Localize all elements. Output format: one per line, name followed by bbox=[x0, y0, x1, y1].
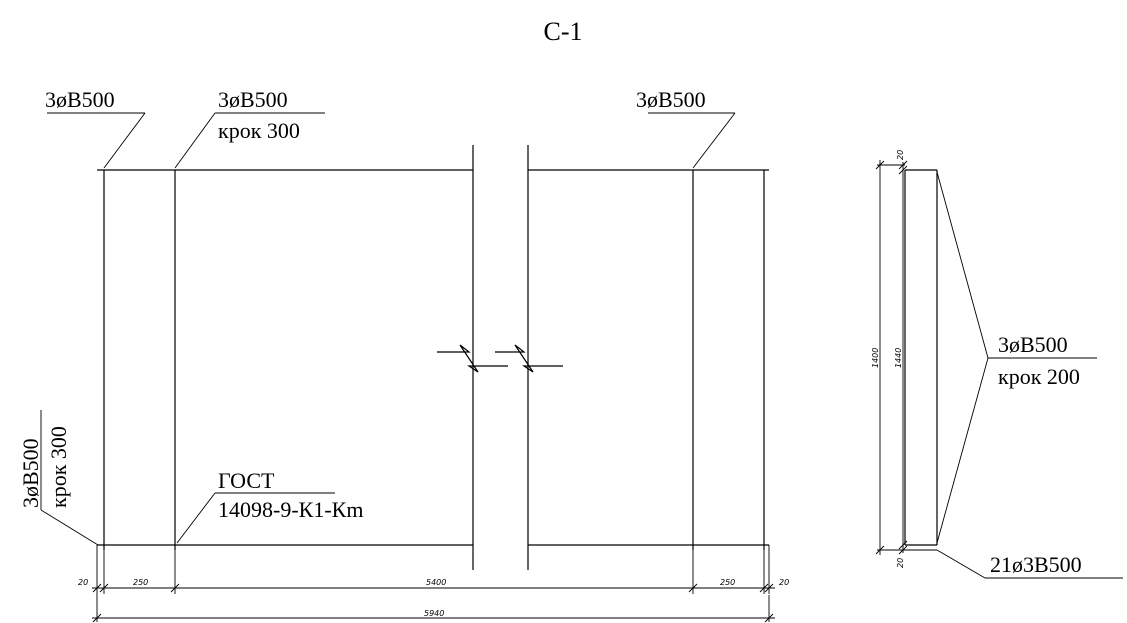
label-top-right: 3øB500 bbox=[636, 87, 706, 112]
label-gost-line1: ГОСТ bbox=[218, 468, 275, 493]
section-label-line1: 3øB500 bbox=[998, 332, 1068, 357]
section-view: 20 1400 1440 20 bbox=[871, 150, 938, 568]
dim-250-right: 250 bbox=[720, 578, 735, 587]
leader-gost: ГОСТ 14098-9-К1-Кm bbox=[176, 468, 363, 544]
section-dim-20-top: 20 bbox=[896, 150, 905, 160]
leader-top-right: 3øB500 bbox=[636, 87, 736, 169]
dimension-chain-total: 5940 bbox=[92, 595, 775, 623]
label-left-vertical: 3øB500 bbox=[18, 438, 43, 508]
label-top-middle: 3øB500 bbox=[218, 87, 288, 112]
section-dim-1400: 1400 bbox=[871, 348, 880, 368]
label-top-left: 3øB500 bbox=[45, 87, 115, 112]
label-gost-line2: 14098-9-К1-Кm bbox=[218, 497, 363, 522]
leader-top-middle: 3øB500 крок 300 bbox=[174, 87, 325, 169]
leader-section-bottom: 21ø3B500 bbox=[936, 549, 1123, 579]
section-label-bottom: 21ø3B500 bbox=[990, 552, 1082, 577]
break-zigzag-left bbox=[437, 344, 508, 373]
drawing-title: С-1 bbox=[544, 17, 583, 46]
section-label-line2: крок 200 bbox=[998, 364, 1080, 389]
label-left-vertical-sub: крок 300 bbox=[46, 426, 71, 508]
dimension-chain-1: 20 250 5400 250 20 bbox=[78, 545, 789, 595]
label-top-middle-sub: крок 300 bbox=[218, 118, 300, 143]
leader-left-vertical: 3øB500 крок 300 bbox=[18, 410, 99, 546]
dim-5940: 5940 bbox=[424, 609, 444, 618]
leader-top-left: 3øB500 bbox=[45, 87, 146, 169]
dim-20-left: 20 bbox=[78, 578, 88, 587]
mesh-plan-view bbox=[97, 145, 769, 570]
break-zigzag-right bbox=[495, 344, 563, 373]
section-dim-1440: 1440 bbox=[894, 348, 903, 368]
dim-5400: 5400 bbox=[426, 578, 446, 587]
dim-20-right: 20 bbox=[779, 578, 789, 587]
section-dim-20-bottom: 20 bbox=[896, 558, 905, 568]
dim-250-left: 250 bbox=[133, 578, 148, 587]
leader-section-mesh: 3øB500 крок 200 bbox=[936, 171, 1097, 544]
